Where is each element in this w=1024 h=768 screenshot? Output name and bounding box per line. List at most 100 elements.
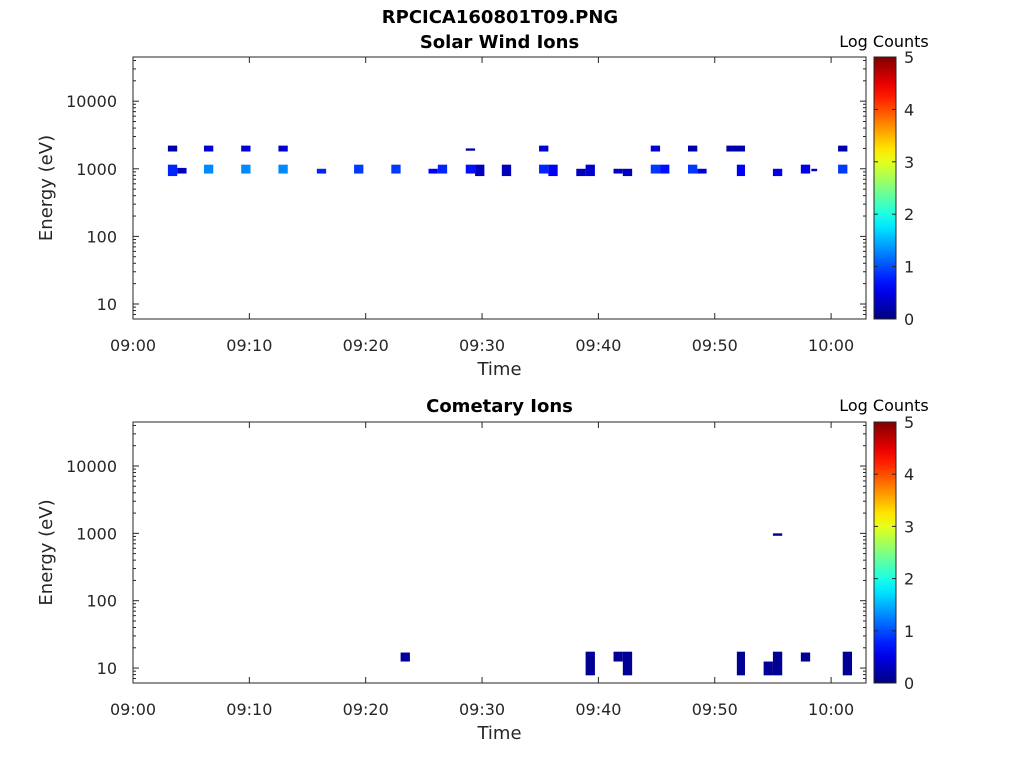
- colorbar-tick-label: 3: [904, 153, 914, 172]
- colorbar-label: Log Counts: [839, 396, 929, 415]
- chart-title: Cometary Ions: [426, 396, 573, 417]
- heatmap-cell: [838, 145, 848, 152]
- heatmap-cell: [241, 145, 251, 152]
- heatmap-cell: [437, 164, 448, 174]
- y-tick-label: 10: [97, 659, 117, 678]
- x-tick-label: 09:40: [575, 700, 621, 719]
- heatmap-cell: [613, 651, 623, 662]
- y-axis-label: Energy (eV): [36, 499, 57, 605]
- heatmap-cell: [585, 651, 595, 676]
- colorbar-tick-label: 5: [904, 413, 914, 432]
- heatmap-cell: [838, 164, 848, 174]
- x-tick-label: 09:20: [343, 700, 389, 719]
- heatmap-cell: [613, 168, 623, 174]
- colorbar-tick-label: 3: [904, 517, 914, 536]
- colorbar-tick-label: 4: [904, 465, 914, 484]
- x-tick-label: 09:40: [575, 336, 621, 355]
- colorbar-frame: [873, 421, 897, 684]
- heatmap-cell: [811, 168, 818, 172]
- colorbar-label: Log Counts: [839, 32, 929, 51]
- heatmap-cell: [576, 168, 586, 177]
- x-tick-label: 10:00: [808, 336, 854, 355]
- y-axis-label: Energy (eV): [36, 135, 57, 241]
- colorbar: [874, 57, 896, 319]
- colorbar-tick-label: 1: [904, 622, 914, 641]
- heatmap-cell: [177, 167, 187, 174]
- x-tick-label: 09:00: [110, 336, 156, 355]
- figure-title: RPCICA160801T09.PNG: [381, 7, 619, 28]
- x-tick-label: 09:20: [343, 336, 389, 355]
- y-tick-label: 1000: [76, 160, 117, 179]
- x-tick-label: 09:10: [226, 700, 272, 719]
- colorbar-tick-label: 2: [904, 570, 914, 589]
- heatmap-cell: [772, 533, 783, 536]
- heatmap-cell: [465, 148, 476, 151]
- colorbar-tick-label: 5: [904, 48, 914, 67]
- heatmap-cell: [842, 651, 853, 676]
- heatmap-cell: [354, 164, 364, 174]
- y-tick-label: 10000: [66, 457, 117, 476]
- heatmap-cell: [465, 164, 476, 174]
- heatmap-cell: [539, 164, 549, 174]
- heatmap-cell: [622, 651, 633, 676]
- x-tick-label: 09:50: [692, 336, 738, 355]
- heatmap-cell: [203, 164, 214, 174]
- plot-frame: [132, 421, 867, 684]
- colorbar-tick-label: 0: [904, 674, 914, 693]
- y-tick-label: 10: [97, 295, 117, 314]
- chart-title: Solar Wind Ions: [420, 32, 579, 53]
- y-tick-label: 1000: [76, 524, 117, 543]
- x-tick-label: 09:50: [692, 700, 738, 719]
- heatmap-cell: [650, 145, 661, 152]
- colorbar: [874, 422, 896, 683]
- heatmap-cell: [316, 168, 327, 174]
- heatmap-cell: [278, 145, 288, 152]
- colorbar-tick-label: 2: [904, 205, 914, 224]
- heatmap-cell: [726, 145, 745, 152]
- heatmap-cell: [660, 164, 670, 174]
- heatmap-cell: [539, 145, 549, 152]
- chart-panel-1: 09:00 09:10 09:20 09:30 09:40 09:50 10:0010100…: [36, 32, 929, 380]
- x-tick-label: 09:10: [226, 336, 272, 355]
- heatmap-cell: [167, 164, 178, 177]
- x-tick-label: 09:00: [110, 700, 156, 719]
- plot-frame: [132, 56, 867, 320]
- heatmap-cell: [241, 164, 251, 174]
- x-axis-label: Time: [476, 723, 521, 744]
- heatmap-cell: [772, 168, 783, 177]
- heatmap-cell: [167, 145, 178, 152]
- heatmap-cell: [772, 651, 783, 676]
- y-tick-label: 10000: [66, 92, 117, 111]
- heatmap-cell: [736, 651, 745, 676]
- colorbar-tick-label: 4: [904, 100, 914, 119]
- chart-panel-2: 09:00 09:10 09:20 09:30 09:40 09:50 10:0010100…: [36, 396, 929, 744]
- heatmap-cell: [800, 652, 811, 662]
- heatmap-cell: [687, 164, 698, 174]
- heatmap-cell: [650, 164, 661, 174]
- x-axis-label: Time: [476, 359, 521, 380]
- heatmap-cell: [736, 164, 745, 177]
- heatmap-cell: [697, 168, 707, 174]
- x-tick-label: 09:30: [459, 336, 505, 355]
- heatmap-cell: [763, 661, 773, 676]
- y-tick-label: 100: [86, 592, 117, 611]
- heatmap-cell: [585, 164, 595, 177]
- colorbar-tick-label: 1: [904, 258, 914, 277]
- heatmap-cell: [278, 164, 288, 174]
- heatmap-cell: [548, 164, 558, 177]
- heatmap-cell: [501, 164, 512, 177]
- heatmap-cell: [622, 168, 633, 177]
- heatmap-cell: [400, 652, 410, 662]
- heatmap-cell: [203, 145, 214, 152]
- y-tick-label: 100: [86, 227, 117, 246]
- x-tick-label: 10:00: [808, 700, 854, 719]
- x-tick-label: 09:30: [459, 700, 505, 719]
- heatmap-cell: [391, 164, 401, 174]
- colorbar-tick-label: 0: [904, 310, 914, 329]
- heatmap-cell: [475, 164, 485, 177]
- heatmap-cell: [687, 145, 698, 152]
- heatmap-cell: [800, 164, 811, 174]
- heatmap-cell: [428, 168, 438, 174]
